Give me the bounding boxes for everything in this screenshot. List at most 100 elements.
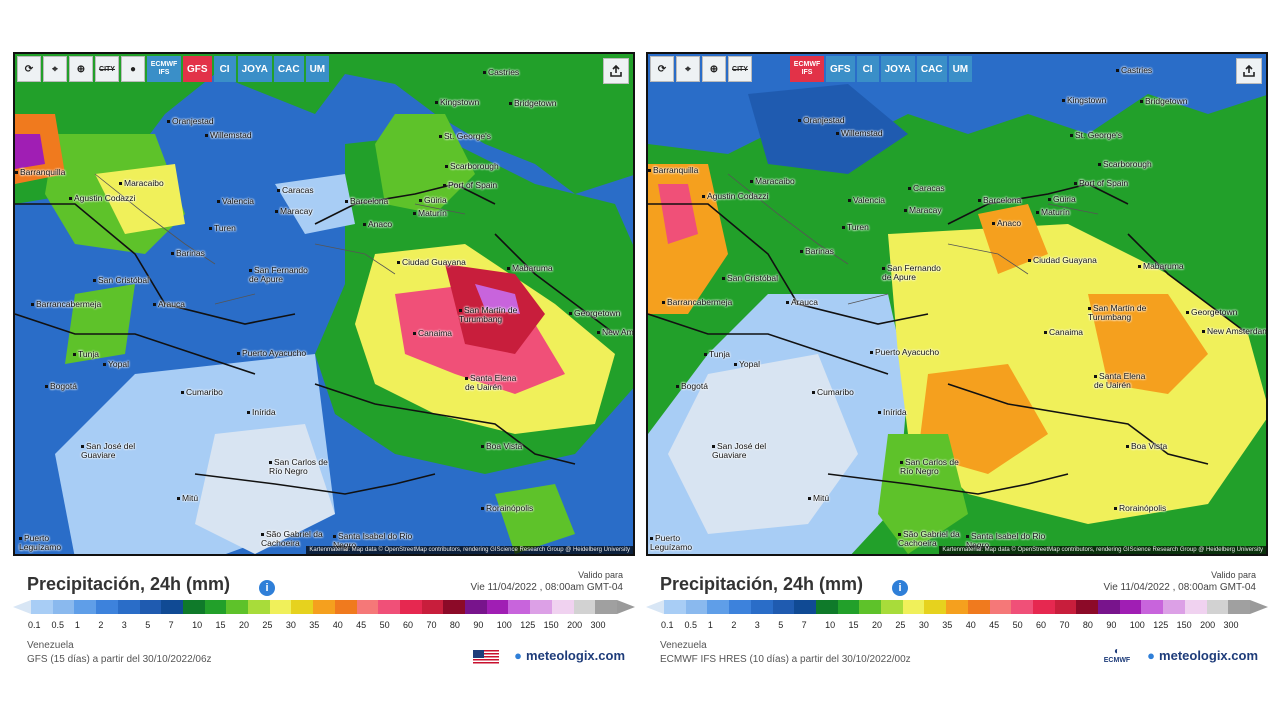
city-label: Mabaruma: [507, 264, 553, 273]
city-label: San Cristóbal: [93, 276, 149, 285]
scale-tick-label: 60: [1036, 620, 1047, 630]
city-label: Barrancabermeja: [31, 300, 101, 309]
refresh-icon[interactable]: ⟳: [17, 56, 41, 82]
city-label: Maracay: [904, 206, 942, 215]
model-button-joya[interactable]: JOYA: [237, 56, 272, 82]
scale-tick-label: 150: [1176, 620, 1192, 630]
model-run-label: GFS (15 días) a partir del 30/10/2022/06…: [27, 654, 212, 665]
city-label: Maturín: [1036, 208, 1070, 217]
valid-label: Valido para: [578, 570, 623, 580]
model-button-gfs[interactable]: GFS: [183, 56, 212, 82]
scale-cell: [837, 600, 860, 614]
model-button-cac[interactable]: CAC: [916, 56, 947, 82]
city-label: Barcelona: [345, 197, 388, 206]
city-label: San Cristóbal: [722, 274, 778, 283]
ecmwf-logo-text: ECMWF: [1103, 657, 1131, 664]
scale-tick-label: 5: [145, 620, 151, 630]
scale-tick-label: 7: [801, 620, 807, 630]
precipitation-field: [15, 54, 633, 554]
scale-cell: [1032, 600, 1055, 614]
brand-logo[interactable]: ● meteologix.com: [514, 648, 625, 663]
scale-tick-label: 150: [543, 620, 559, 630]
model-button-ci[interactable]: CI: [856, 56, 879, 82]
scale-cell: [967, 600, 990, 614]
scale-cell: [881, 600, 903, 614]
city-label: Port of Spain: [443, 181, 497, 190]
scale-tick-label: 25: [262, 620, 273, 630]
info-icon[interactable]: i: [892, 580, 908, 596]
precipitation-map[interactable]: ⟳ ⌖ ⊕ CITY ● ECMWF IFS GFS CI JOYA CAC U…: [13, 52, 635, 556]
model-button-gfs[interactable]: GFS: [826, 56, 855, 82]
precipitation-map[interactable]: ⟳ ⌖ ⊕ CITY ECMWF IFS GFS CI JOYA CAC UM …: [646, 52, 1268, 556]
scale-cell: [707, 600, 730, 614]
share-icon[interactable]: [1236, 58, 1262, 84]
map-attribution: Kartenmaterial: Map data © OpenStreetMap…: [939, 546, 1266, 554]
city-label: Tunja: [704, 350, 730, 359]
us-flag-icon: [473, 650, 499, 665]
share-icon[interactable]: [603, 58, 629, 84]
model-button-ci[interactable]: CI: [213, 56, 236, 82]
location-pin-icon[interactable]: ⌖: [676, 56, 700, 82]
scale-ticks: 0.1 0.5 1 2 3 5 7 10 15 20 25 30 35 40 45 50 60 70 80 90 100…: [661, 620, 1250, 632]
scale-tick-label: 15: [215, 620, 226, 630]
city-label: Arauca: [786, 298, 818, 307]
scale-tick-label: 2: [98, 620, 104, 630]
model-button-ecmwf[interactable]: ECMWF IFS: [147, 56, 181, 82]
scale-tick-label: 0.5: [51, 620, 64, 630]
city-label: Port of Spain: [1074, 179, 1128, 188]
city-label: Maturín: [413, 209, 447, 218]
city-label: Ciudad Guayana: [1028, 256, 1097, 265]
city-label: Scarborough: [1098, 160, 1152, 169]
legend-footer: Precipitación, 24h (mm) i Valido para Vi…: [13, 560, 635, 690]
scale-tick-label: 35: [942, 620, 953, 630]
region-label: Venezuela: [27, 640, 74, 651]
scale-tick-label: 200: [567, 620, 583, 630]
city-icon[interactable]: CITY: [728, 56, 752, 82]
city-label: Maracay: [275, 207, 313, 216]
city-label: Santa Elena de Uairén: [1094, 372, 1154, 390]
city-label: Turen: [842, 223, 869, 232]
city-label: St. George's: [1070, 131, 1122, 140]
scale-cell: [530, 600, 552, 614]
city-label: Cumaribo: [812, 388, 854, 397]
scale-ticks: 0.1 0.5 1 2 3 5 7 10 15 20 25 30 35 40 45 50 60 70 80 90 100…: [28, 620, 617, 632]
valid-date: Vie 11/04/2022 , 08:00am GMT-04: [1103, 582, 1256, 593]
zoom-icon[interactable]: ⊕: [702, 56, 726, 82]
ecmwf-logo: ◐ ECMWF: [1102, 646, 1132, 664]
model-run-label: ECMWF IFS HRES (10 días) a partir del 30…: [660, 654, 911, 665]
scale-cell: [902, 600, 925, 614]
scale-cell: [1184, 600, 1207, 614]
scale-tick-label: 60: [403, 620, 414, 630]
city-label: Yopal: [734, 360, 760, 369]
scale-tick-label: 125: [520, 620, 536, 630]
model-button-joya[interactable]: JOYA: [880, 56, 915, 82]
dot-icon[interactable]: ●: [121, 56, 145, 82]
zoom-icon[interactable]: ⊕: [69, 56, 93, 82]
city-label: Barranquilla: [648, 166, 698, 175]
brand-logo[interactable]: ● meteologix.com: [1147, 648, 1258, 663]
region-label: Venezuela: [660, 640, 707, 651]
model-button-ecmwf[interactable]: ECMWF IFS: [790, 56, 824, 82]
scale-cell: [1076, 600, 1099, 614]
scale-cells: [664, 600, 1250, 614]
city-label: Caracas: [277, 186, 314, 195]
location-pin-icon[interactable]: ⌖: [43, 56, 67, 82]
refresh-icon[interactable]: ⟳: [650, 56, 674, 82]
scale-cell: [465, 600, 487, 614]
scale-cells: [31, 600, 617, 614]
scale-cell: [161, 600, 183, 614]
city-label: São Gabriel da Cachoeira: [261, 530, 341, 548]
city-label: Castries: [483, 68, 519, 77]
city-label: Puerto Leguízamo: [19, 534, 79, 552]
scale-cell: [117, 600, 140, 614]
city-label: New Amsterdam: [1202, 327, 1266, 336]
model-button-um[interactable]: UM: [305, 56, 330, 82]
model-button-um[interactable]: UM: [948, 56, 973, 82]
city-icon[interactable]: CITY: [95, 56, 119, 82]
scale-cell: [595, 600, 617, 614]
scale-tick-label: 45: [356, 620, 367, 630]
scale-tick-label: 40: [332, 620, 343, 630]
scale-cell: [74, 600, 97, 614]
model-button-cac[interactable]: CAC: [273, 56, 304, 82]
info-icon[interactable]: i: [259, 580, 275, 596]
